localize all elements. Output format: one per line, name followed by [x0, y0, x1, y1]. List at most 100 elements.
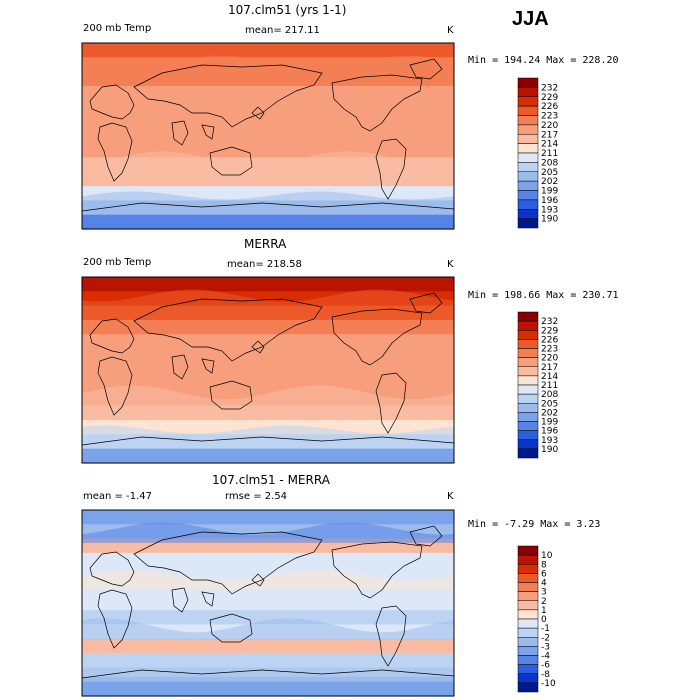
map-band	[82, 319, 454, 335]
map-band	[82, 552, 454, 568]
colorbar-swatch	[517, 664, 539, 675]
colorbar-swatch	[517, 439, 539, 450]
coastline	[209, 613, 253, 643]
colorbar-swatch	[517, 384, 539, 395]
coastline	[97, 122, 133, 182]
colorbar-tick-label: 205	[541, 399, 558, 409]
colorbar-tick-label: 202	[541, 408, 558, 418]
coastline	[251, 106, 265, 120]
colorbar-tick-label: -6	[541, 661, 550, 671]
colorbar-swatch	[517, 152, 539, 163]
colorbar-tick-label: 190	[541, 215, 558, 225]
colorbar-tick-label: 6	[541, 569, 547, 579]
colorbar-swatch	[517, 421, 539, 431]
panel1-title: 107.clm51 (yrs 1-1)	[228, 3, 347, 17]
colorbar-tick-label: 193	[541, 205, 558, 215]
coastline	[89, 551, 135, 587]
coastline	[201, 358, 215, 374]
coastline	[97, 589, 133, 649]
panel3-minmax: Min = -7.29 Max = 3.23	[468, 519, 601, 530]
panel2-variable-label: 200 mb Temp	[83, 257, 152, 268]
panel3-map	[81, 509, 455, 697]
coastline	[375, 605, 407, 667]
colorbar-tick-label: 1	[541, 606, 547, 616]
map-band	[82, 43, 454, 58]
panel1-mean-label: mean= 217.11	[245, 25, 320, 36]
panel2-map	[81, 276, 455, 464]
map-band	[82, 377, 454, 393]
colorbar-tick-label: 232	[541, 317, 558, 327]
colorbar-tick-label: 229	[541, 326, 558, 336]
colorbar-swatch	[517, 180, 539, 191]
colorbar-swatch	[517, 171, 539, 182]
panel3-title: 107.clm51 - MERRA	[212, 473, 330, 487]
colorbar-tick-label: -3	[541, 642, 550, 652]
colorbar-swatch	[517, 609, 539, 620]
panel2-units-label: K	[447, 259, 454, 270]
colorbar-swatch	[517, 199, 539, 210]
map-band	[82, 510, 454, 525]
colorbar-tick-label: 229	[541, 93, 558, 103]
colorbar-tick-label: -2	[541, 633, 550, 643]
panel1-colorbar: 2322292262232202172142112082052021991961…	[517, 77, 558, 229]
colorbar-swatch	[517, 554, 539, 565]
coastline	[171, 120, 189, 146]
colorbar-tick-label: 199	[541, 187, 558, 197]
map-contour	[82, 570, 454, 590]
colorbar-swatch	[517, 366, 539, 377]
coastline	[251, 340, 265, 354]
coastline	[331, 541, 423, 599]
map-band	[82, 277, 454, 292]
colorbar-swatch	[517, 545, 539, 556]
coastline	[201, 124, 215, 140]
map-contour	[82, 522, 454, 543]
colorbar-swatch	[517, 430, 539, 441]
coastline	[81, 669, 455, 679]
colorbar-swatch	[517, 591, 539, 602]
coastline	[375, 138, 407, 200]
coastline	[409, 58, 443, 80]
colorbar-tick-label: 217	[541, 363, 558, 373]
colorbar-swatch	[517, 403, 539, 413]
coastline	[89, 318, 135, 354]
colorbar-tick-label: 10	[541, 551, 553, 561]
colorbar-tick-label: 226	[541, 335, 558, 345]
colorbar-tick-label: 214	[541, 140, 558, 150]
coastline	[171, 587, 189, 613]
colorbar-swatch	[517, 143, 539, 154]
colorbar-tick-label: 217	[541, 130, 558, 140]
colorbar-tick-label: 208	[541, 390, 558, 400]
coastline	[201, 591, 215, 607]
colorbar-tick-label: 208	[541, 158, 558, 168]
colorbar-tick-label: 211	[541, 381, 558, 391]
coastline	[171, 354, 189, 380]
colorbar-tick-label: 2	[541, 597, 547, 607]
panel2-title: MERRA	[244, 237, 287, 251]
colorbar-tick-label: 193	[541, 436, 558, 446]
panel1-minmax: Min = 194.24 Max = 228.20	[468, 55, 619, 66]
coastline	[81, 436, 455, 446]
colorbar-tick-label: 223	[541, 345, 558, 355]
colorbar-swatch	[517, 209, 539, 219]
map-contour	[82, 337, 454, 357]
coastline	[331, 74, 423, 132]
coastline	[409, 292, 443, 314]
colorbar-swatch	[517, 115, 539, 126]
colorbar-swatch	[517, 627, 539, 638]
coastline	[331, 308, 423, 366]
colorbar-tick-label: 220	[541, 121, 558, 131]
panel1-map	[81, 42, 455, 230]
colorbar-tick-label: 223	[541, 112, 558, 122]
panel3-units-label: K	[447, 491, 454, 502]
panel1-variable-label: 200 mb Temp	[83, 23, 152, 34]
colorbar-tick-label: 199	[541, 418, 558, 428]
panel3-rmse-label: rmse = 2.54	[225, 491, 288, 502]
colorbar-tick-label: 190	[541, 445, 558, 455]
map-band	[82, 214, 454, 230]
colorbar-swatch	[517, 218, 539, 229]
colorbar-swatch	[517, 412, 539, 422]
colorbar-tick-label: 3	[541, 588, 547, 598]
colorbar-swatch	[517, 357, 539, 368]
colorbar-tick-label: 0	[541, 615, 547, 625]
